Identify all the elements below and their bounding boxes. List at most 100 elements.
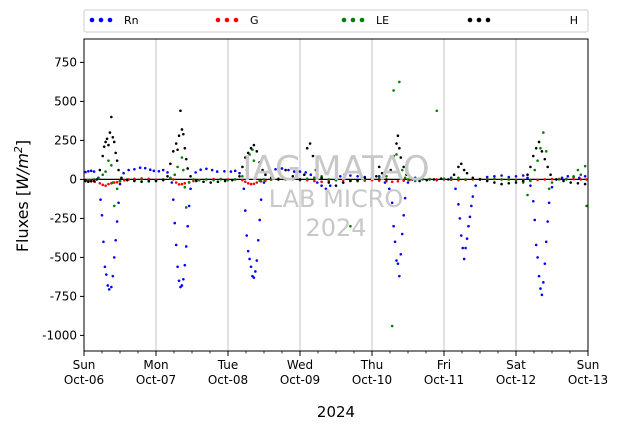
legend-label: H xyxy=(570,14,578,27)
point-rn xyxy=(114,238,117,242)
legend-marker xyxy=(98,17,104,23)
point-h xyxy=(375,174,378,178)
point-h xyxy=(418,179,421,183)
point-rn xyxy=(229,170,233,173)
point-rn xyxy=(402,213,405,217)
point-g xyxy=(177,183,181,186)
point-rn xyxy=(390,201,394,205)
point-rn xyxy=(252,276,256,279)
legend-marker xyxy=(341,17,347,23)
point-le xyxy=(572,174,575,178)
point-rn xyxy=(392,224,395,228)
point-h xyxy=(349,179,352,183)
point-h xyxy=(425,178,429,182)
x-tick-date-label: Oct-08 xyxy=(208,373,248,387)
point-le xyxy=(526,193,529,197)
point-g xyxy=(255,181,259,184)
point-le xyxy=(349,224,352,228)
point-le xyxy=(107,159,110,162)
point-h xyxy=(189,174,192,178)
point-le xyxy=(140,178,143,181)
point-rn xyxy=(339,174,342,178)
point-le xyxy=(255,171,259,175)
point-rn xyxy=(560,176,564,180)
point-rn xyxy=(152,169,156,173)
point-h xyxy=(507,182,511,185)
point-le xyxy=(395,153,398,156)
point-rn xyxy=(349,174,352,177)
point-rn xyxy=(249,265,253,269)
point-le xyxy=(197,178,201,182)
point-h xyxy=(216,180,220,184)
point-h xyxy=(249,146,253,150)
point-g xyxy=(107,182,110,186)
point-le xyxy=(542,131,545,134)
point-rn xyxy=(115,220,119,223)
point-le xyxy=(233,178,237,181)
point-rn xyxy=(143,166,147,170)
point-h xyxy=(500,182,503,186)
point-rn xyxy=(287,168,290,172)
point-rn xyxy=(343,173,346,177)
point-h xyxy=(305,146,309,150)
point-h xyxy=(108,131,112,134)
point-le xyxy=(435,109,439,113)
point-le xyxy=(493,177,496,180)
point-g xyxy=(585,178,588,181)
point-rn xyxy=(304,171,308,174)
point-g xyxy=(385,179,388,183)
point-rn xyxy=(186,224,189,228)
point-h xyxy=(380,171,384,175)
y-axis-label-unit-exp: 2 xyxy=(12,146,25,153)
x-tick-date-label: Oct-11 xyxy=(424,373,464,387)
point-g xyxy=(174,181,178,184)
point-h xyxy=(395,142,398,145)
x-axis-label: 2024 xyxy=(317,403,355,421)
point-rn xyxy=(180,284,184,287)
point-rn xyxy=(467,224,470,228)
point-h xyxy=(514,181,518,184)
x-tick-day-label: Thu xyxy=(360,358,384,372)
point-rn xyxy=(470,204,473,208)
point-rn xyxy=(457,203,460,206)
point-rn xyxy=(387,187,391,191)
y-tick-label: -750 xyxy=(50,289,77,303)
point-rn xyxy=(110,285,113,289)
point-le xyxy=(500,178,503,181)
point-rn xyxy=(393,240,397,244)
y-axis-label-unit-m: /m xyxy=(13,153,32,176)
point-le xyxy=(169,176,172,180)
point-h xyxy=(147,179,151,183)
point-rn xyxy=(583,174,587,178)
point-le xyxy=(205,178,208,181)
point-h xyxy=(493,181,496,184)
point-rn xyxy=(268,169,272,173)
watermark-line: 2024 xyxy=(305,214,366,242)
point-h xyxy=(396,134,400,138)
point-rn xyxy=(99,198,102,201)
point-le xyxy=(226,178,230,182)
point-h xyxy=(465,171,469,175)
point-rn xyxy=(161,168,165,172)
point-rn xyxy=(255,259,259,262)
point-rn xyxy=(493,174,496,178)
point-h xyxy=(471,176,475,180)
point-le xyxy=(262,178,266,181)
point-rn xyxy=(521,174,525,177)
point-h xyxy=(398,146,401,150)
legend-marker xyxy=(485,17,491,23)
point-rn xyxy=(461,246,465,250)
point-le xyxy=(442,177,446,180)
point-rn xyxy=(531,199,535,203)
legend-marker xyxy=(107,17,113,23)
point-rn xyxy=(454,187,457,191)
point-h xyxy=(209,181,213,184)
point-le xyxy=(514,178,518,182)
point-g xyxy=(104,184,107,187)
point-rn xyxy=(534,243,538,247)
point-rn xyxy=(246,249,250,253)
point-le xyxy=(507,178,511,181)
point-le xyxy=(252,159,256,162)
point-le xyxy=(182,168,185,172)
